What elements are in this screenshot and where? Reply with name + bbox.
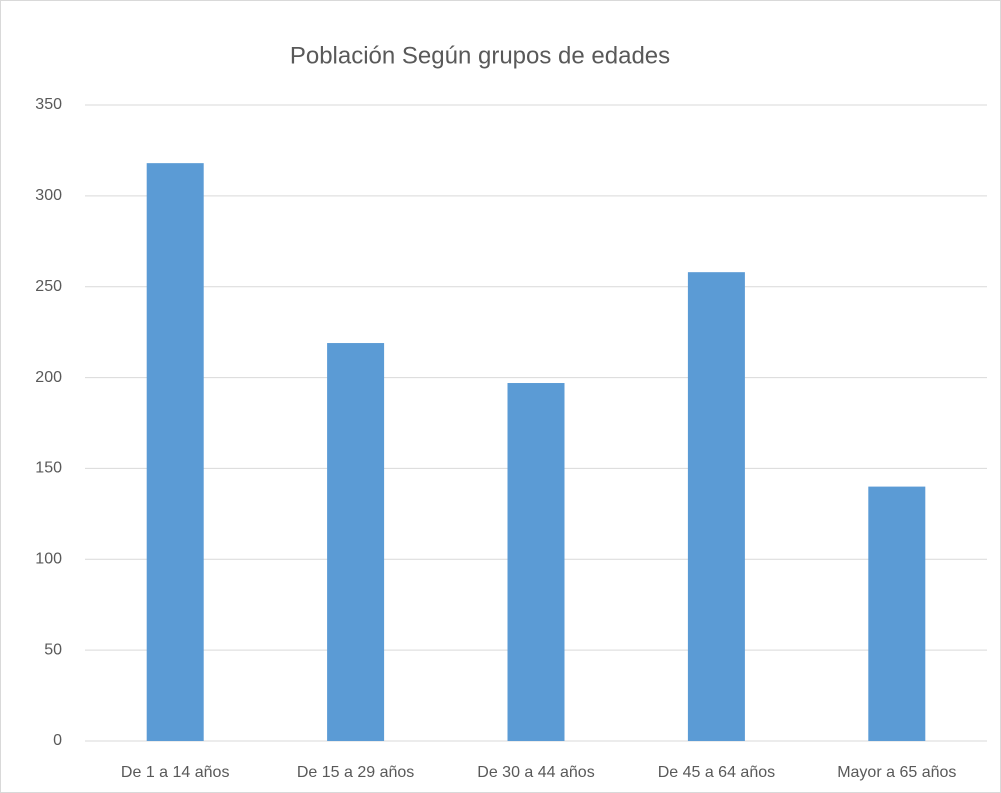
x-tick-label: De 45 a 64 años [658,764,775,781]
bar [327,343,385,741]
y-tick-label: 350 [35,96,62,113]
chart-title: Población Según grupos de edades [290,42,670,69]
y-tick-label: 200 [35,369,62,386]
y-tick-label: 50 [44,641,62,658]
y-tick-label: 100 [35,551,62,568]
x-tick-label: De 1 a 14 años [121,764,230,781]
y-tick-label: 300 [35,187,62,204]
bar [507,383,565,741]
bar [146,163,204,742]
bar [687,272,745,741]
y-tick-label: 250 [35,278,62,295]
bar [868,486,926,741]
y-tick-label: 150 [35,460,62,477]
x-tick-label: De 30 a 44 años [477,764,594,781]
y-tick-label: 0 [53,732,62,749]
x-tick-label: Mayor a 65 años [837,764,956,781]
x-tick-label: De 15 a 29 años [297,764,414,781]
